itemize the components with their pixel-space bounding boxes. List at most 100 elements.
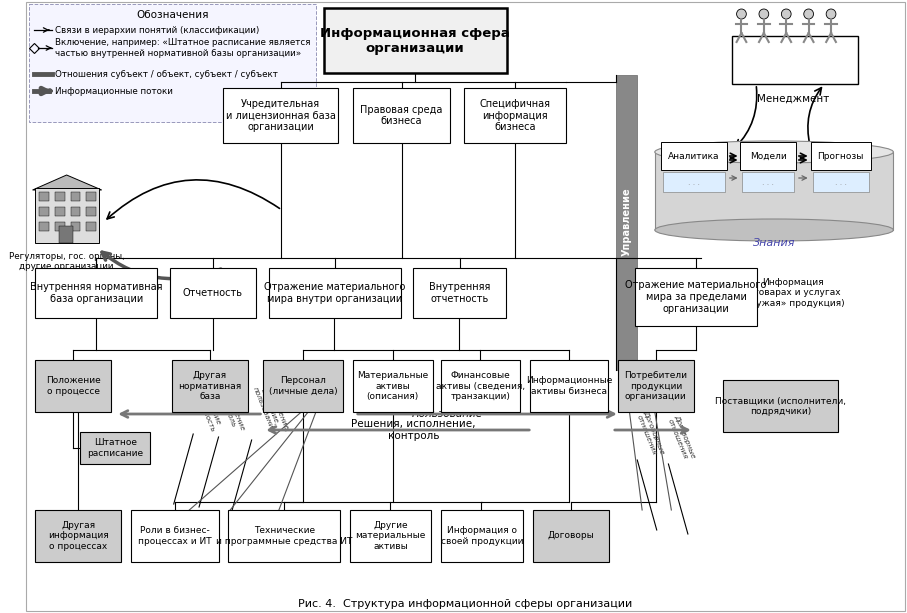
FancyBboxPatch shape	[86, 222, 96, 231]
Text: Включение, например: «Штатное расписание является
частью внутренней нормативной : Включение, например: «Штатное расписание…	[55, 38, 310, 58]
FancyBboxPatch shape	[263, 360, 343, 412]
FancyBboxPatch shape	[131, 510, 219, 562]
Text: Материальные
активы
(описания): Материальные активы (описания)	[357, 371, 428, 401]
Text: Информация
о товарах и услугах
(«чужая» продукция): Информация о товарах и услугах («чужая» …	[742, 278, 844, 308]
FancyBboxPatch shape	[813, 172, 869, 192]
Circle shape	[782, 9, 791, 19]
Text: Распоряжение,
владение,
пользование: Распоряжение, владение, пользование	[249, 376, 290, 438]
FancyBboxPatch shape	[353, 88, 450, 143]
Text: Финансовые
активы (сведения,
транзакции): Финансовые активы (сведения, транзакции)	[436, 371, 525, 401]
FancyBboxPatch shape	[86, 207, 96, 216]
Text: Штатное
расписание: Штатное расписание	[87, 438, 143, 458]
Circle shape	[804, 9, 814, 19]
Text: Другие
материальные
активы: Другие материальные активы	[356, 521, 425, 551]
FancyBboxPatch shape	[635, 268, 757, 326]
FancyArrowPatch shape	[808, 88, 822, 145]
FancyBboxPatch shape	[71, 207, 80, 216]
FancyArrowPatch shape	[102, 252, 220, 279]
FancyBboxPatch shape	[655, 152, 893, 230]
Text: Поставщики (исполнители,
подрядчики): Поставщики (исполнители, подрядчики)	[715, 396, 846, 416]
FancyBboxPatch shape	[463, 88, 566, 143]
Text: Положение
о процессе: Положение о процессе	[46, 376, 101, 396]
FancyBboxPatch shape	[35, 188, 99, 243]
Text: Отражение материального
мира внутри организации: Отражение материального мира внутри орга…	[264, 282, 405, 304]
Text: Знания: Знания	[753, 238, 795, 248]
FancyBboxPatch shape	[531, 360, 608, 412]
FancyBboxPatch shape	[743, 172, 794, 192]
FancyBboxPatch shape	[616, 75, 638, 370]
Text: Аналитика: Аналитика	[668, 151, 719, 161]
FancyBboxPatch shape	[740, 142, 796, 170]
Text: Договорные
отношения: Договорные отношения	[667, 414, 696, 462]
FancyBboxPatch shape	[441, 510, 523, 562]
FancyBboxPatch shape	[811, 142, 871, 170]
Text: Внутренняя
отчетность: Внутренняя отчетность	[429, 282, 490, 304]
FancyBboxPatch shape	[59, 226, 73, 243]
FancyArrowPatch shape	[107, 180, 279, 219]
Text: Рис. 4.  Структура информационной сферы организации: Рис. 4. Структура информационной сферы о…	[298, 599, 632, 609]
Text: Отчетность: Отчетность	[182, 288, 243, 298]
Text: Пользование: Пользование	[412, 409, 483, 419]
Text: Отражение материального
мира за пределами
организации: Отражение материального мира за пределам…	[626, 280, 766, 314]
FancyBboxPatch shape	[660, 142, 727, 170]
FancyBboxPatch shape	[350, 510, 431, 562]
Text: Роли в бизнес-
процессах и ИТ: Роли в бизнес- процессах и ИТ	[138, 527, 211, 546]
FancyBboxPatch shape	[35, 510, 122, 562]
FancyBboxPatch shape	[618, 360, 694, 412]
FancyBboxPatch shape	[35, 268, 157, 318]
FancyBboxPatch shape	[663, 172, 725, 192]
FancyBboxPatch shape	[55, 192, 64, 201]
FancyArrowPatch shape	[736, 87, 756, 147]
Text: Управление: Управление	[621, 188, 631, 256]
Text: Регуляторы, гос. органы,
другие организации: Регуляторы, гос. органы, другие организа…	[9, 252, 124, 272]
FancyBboxPatch shape	[533, 510, 609, 562]
Text: . . .: . . .	[762, 178, 775, 186]
FancyBboxPatch shape	[170, 268, 256, 318]
Text: Информационные потоки: Информационные потоки	[55, 86, 173, 96]
FancyBboxPatch shape	[86, 192, 96, 201]
FancyBboxPatch shape	[71, 222, 80, 231]
Text: Назначение
на роль: Назначение на роль	[217, 387, 246, 435]
FancyBboxPatch shape	[39, 207, 49, 216]
FancyBboxPatch shape	[723, 380, 838, 432]
Text: . . .: . . .	[688, 178, 699, 186]
Text: . . .: . . .	[834, 178, 847, 186]
Text: Модели: Модели	[750, 151, 786, 161]
FancyBboxPatch shape	[353, 360, 433, 412]
FancyBboxPatch shape	[324, 8, 507, 73]
Text: Другая
информация
о процессах: Другая информация о процессах	[48, 521, 109, 551]
FancyBboxPatch shape	[71, 192, 80, 201]
FancyBboxPatch shape	[39, 192, 49, 201]
Text: Назначение
на должность: Назначение на должность	[191, 378, 223, 432]
Text: Информация о
своей продукции: Информация о своей продукции	[441, 527, 523, 546]
Text: Прогнозы: Прогнозы	[817, 151, 864, 161]
Text: Информационные
активы бизнеса: Информационные активы бизнеса	[526, 376, 612, 396]
Circle shape	[826, 9, 836, 19]
Text: Технические
и программные средства ИТ: Технические и программные средства ИТ	[216, 527, 353, 546]
Text: Персонал
(личные дела): Персонал (личные дела)	[269, 376, 337, 396]
FancyBboxPatch shape	[441, 360, 521, 412]
FancyBboxPatch shape	[732, 36, 858, 84]
FancyBboxPatch shape	[80, 432, 151, 464]
Text: Правовая среда
бизнеса: Правовая среда бизнеса	[360, 105, 443, 126]
FancyBboxPatch shape	[414, 268, 506, 318]
FancyBboxPatch shape	[35, 360, 112, 412]
Text: Договорные
отношения: Договорные отношения	[635, 410, 665, 458]
Text: Решения, исполнение,
контроль: Решения, исполнение, контроль	[351, 419, 475, 441]
FancyBboxPatch shape	[269, 268, 401, 318]
Polygon shape	[33, 175, 102, 190]
Text: Учредительная
и лицензионная база
организации: Учредительная и лицензионная база органи…	[226, 99, 336, 132]
FancyBboxPatch shape	[29, 4, 316, 122]
Text: Другая
нормативная
база: Другая нормативная база	[178, 371, 241, 401]
Text: Внутренняя нормативная
база организации: Внутренняя нормативная база организации	[30, 282, 162, 304]
Ellipse shape	[655, 219, 893, 241]
FancyBboxPatch shape	[55, 222, 64, 231]
FancyBboxPatch shape	[229, 510, 340, 562]
Circle shape	[759, 9, 769, 19]
Text: Потребители
продукции
организации: Потребители продукции организации	[624, 371, 688, 401]
Text: Информационная сфера
организации: Информационная сфера организации	[320, 26, 510, 55]
FancyBboxPatch shape	[223, 88, 338, 143]
Text: Договоры: Договоры	[548, 531, 594, 541]
FancyBboxPatch shape	[171, 360, 248, 412]
Text: Связи в иерархии понятий (классификации): Связи в иерархии понятий (классификации)	[55, 26, 259, 34]
